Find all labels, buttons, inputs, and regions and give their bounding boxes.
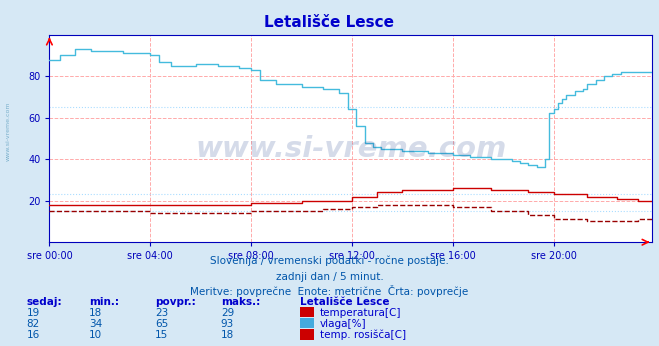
- Text: 18: 18: [221, 330, 234, 340]
- Text: temp. rosišča[C]: temp. rosišča[C]: [320, 330, 406, 340]
- Text: 82: 82: [26, 319, 40, 329]
- Text: maks.:: maks.:: [221, 297, 260, 307]
- Text: vlaga[%]: vlaga[%]: [320, 319, 366, 329]
- Text: Letališče Lesce: Letališče Lesce: [264, 15, 395, 30]
- Text: 16: 16: [26, 330, 40, 340]
- Text: 34: 34: [89, 319, 102, 329]
- Text: Meritve: povprečne  Enote: metrične  Črta: povprečje: Meritve: povprečne Enote: metrične Črta:…: [190, 285, 469, 297]
- Text: Slovenija / vremenski podatki - ročne postaje.: Slovenija / vremenski podatki - ročne po…: [210, 256, 449, 266]
- Text: 29: 29: [221, 308, 234, 318]
- Text: sedaj:: sedaj:: [26, 297, 62, 307]
- Text: www.si-vreme.com: www.si-vreme.com: [195, 135, 507, 163]
- Text: Letališče Lesce: Letališče Lesce: [300, 297, 389, 307]
- Text: min.:: min.:: [89, 297, 119, 307]
- Text: temperatura[C]: temperatura[C]: [320, 308, 401, 318]
- Text: www.si-vreme.com: www.si-vreme.com: [5, 102, 11, 161]
- Text: zadnji dan / 5 minut.: zadnji dan / 5 minut.: [275, 272, 384, 282]
- Text: 10: 10: [89, 330, 102, 340]
- Text: 93: 93: [221, 319, 234, 329]
- Text: 65: 65: [155, 319, 168, 329]
- Text: 19: 19: [26, 308, 40, 318]
- Text: 15: 15: [155, 330, 168, 340]
- Text: povpr.:: povpr.:: [155, 297, 196, 307]
- Text: 23: 23: [155, 308, 168, 318]
- Text: 18: 18: [89, 308, 102, 318]
